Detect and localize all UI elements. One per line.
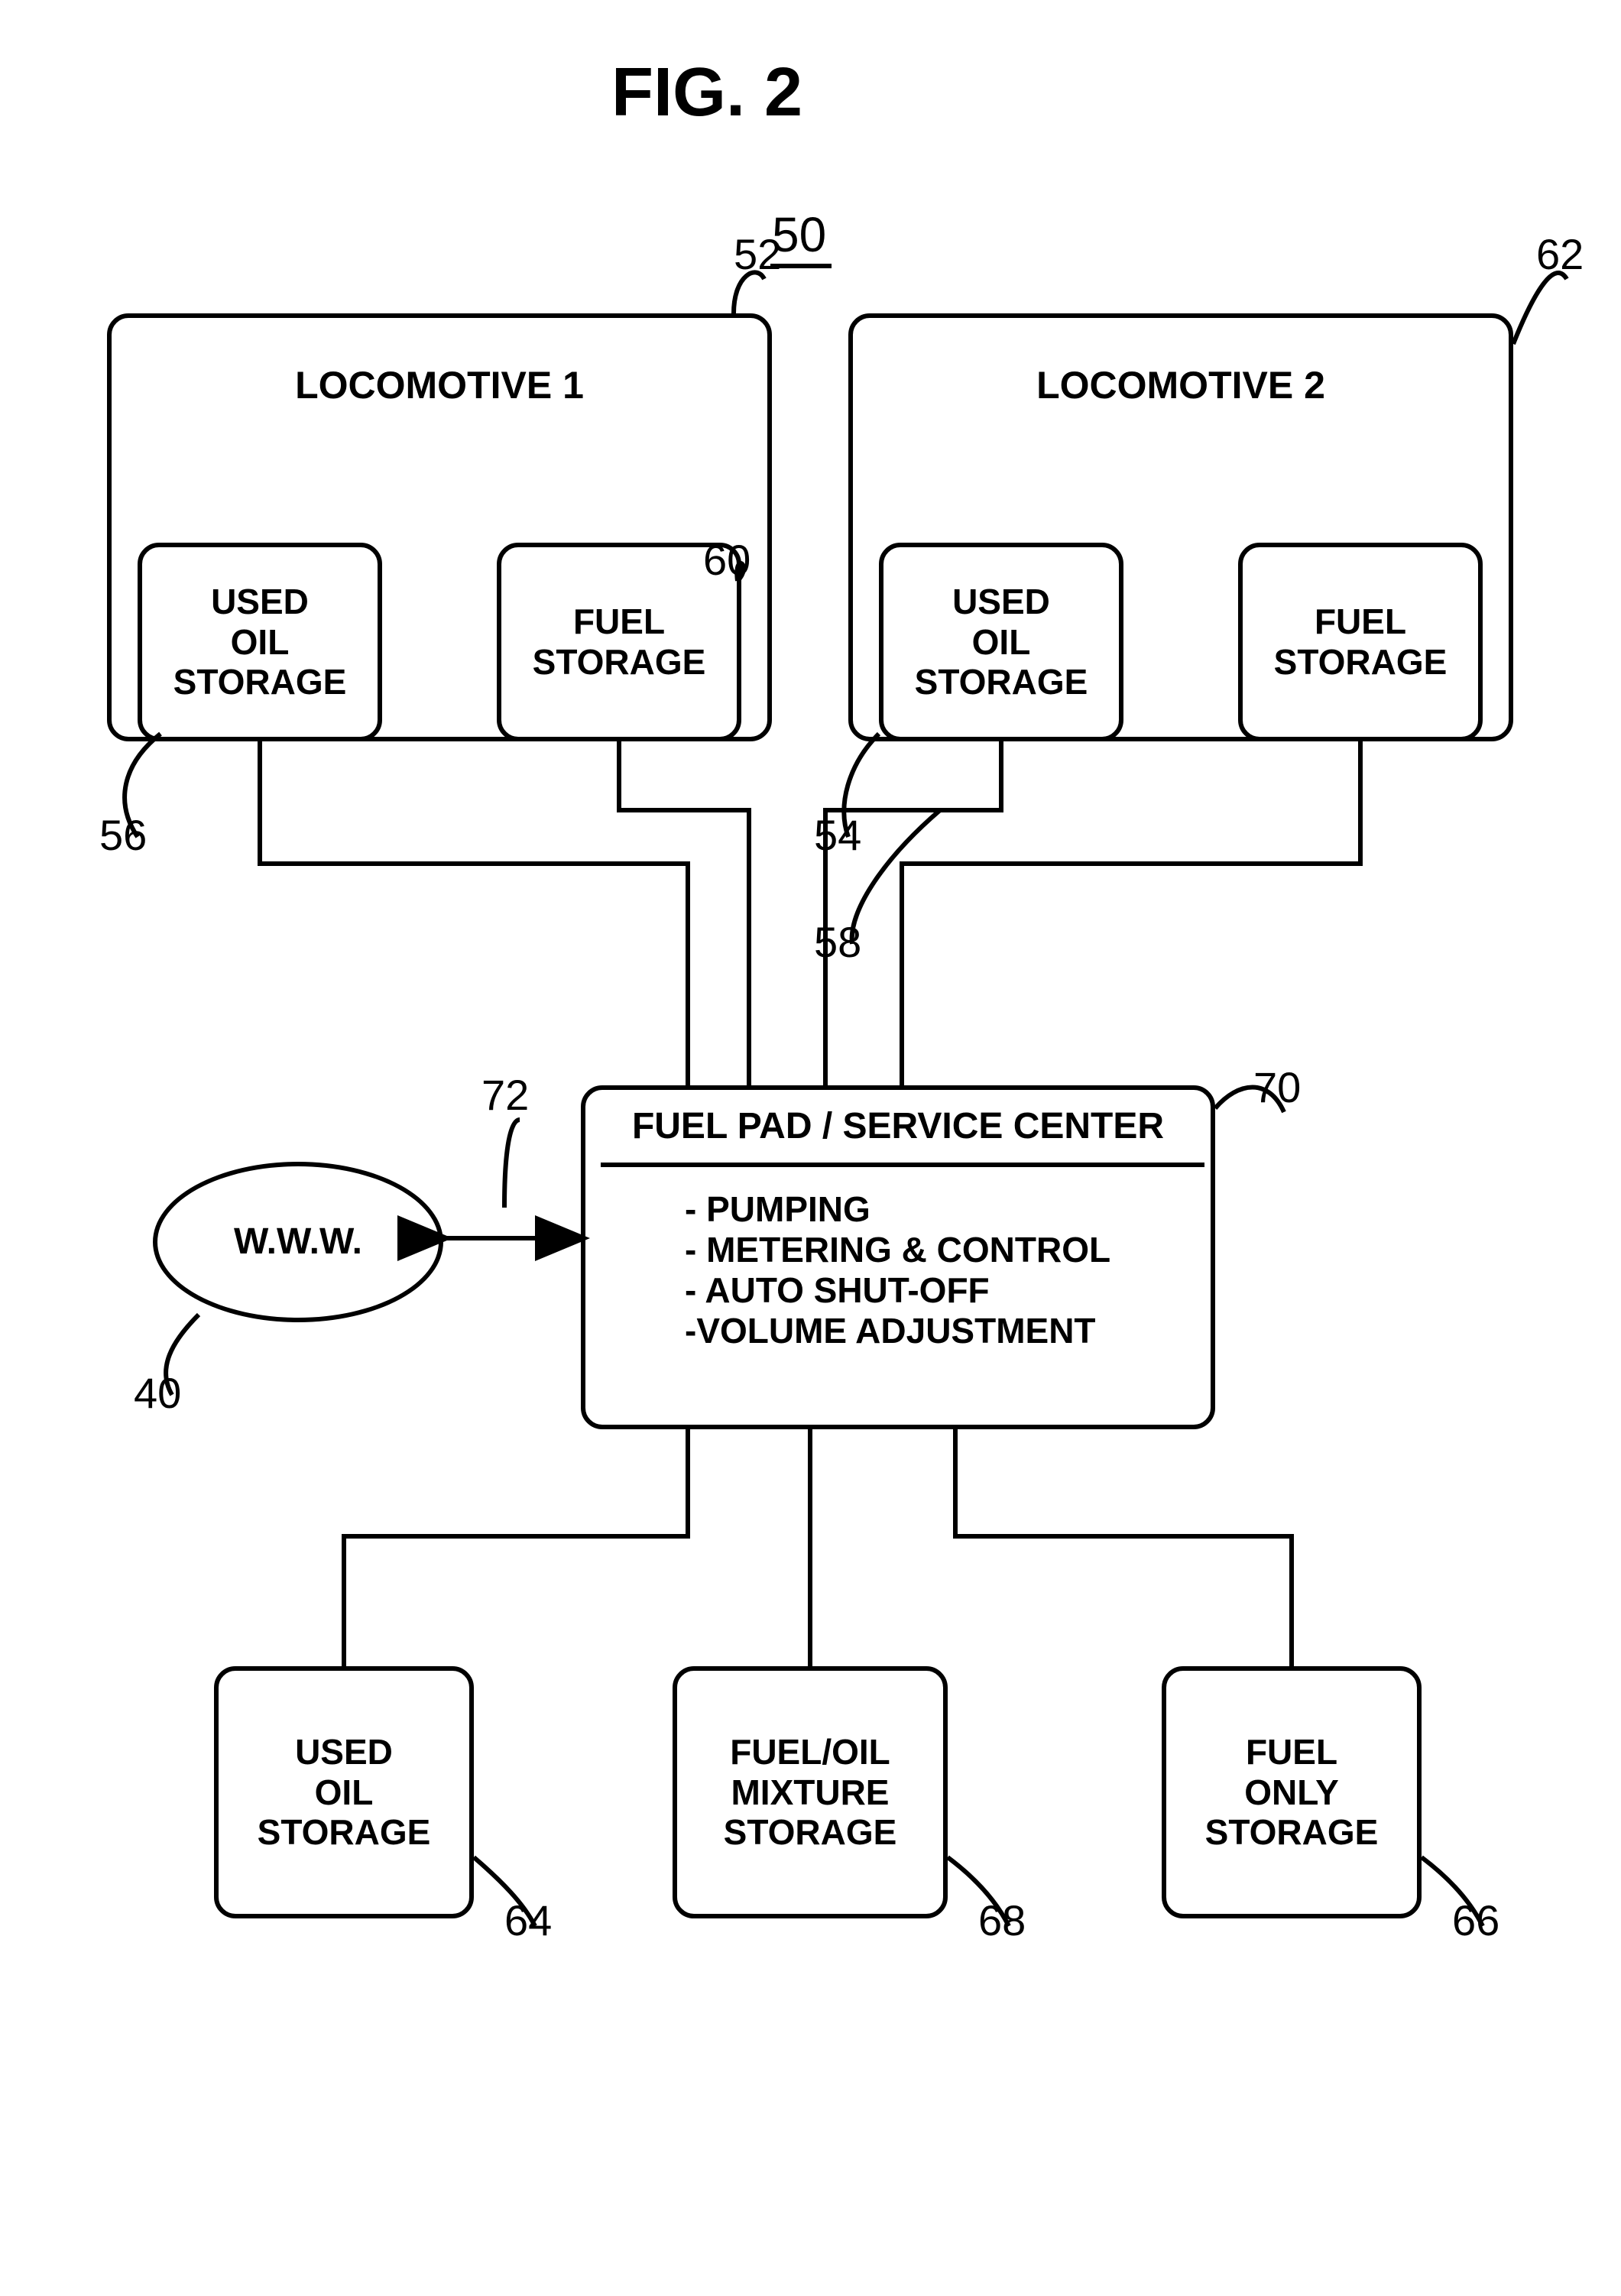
locomotive-2-label: LOCOMOTIVE 2 [1036,364,1325,408]
ref-60: 60 [703,535,751,585]
ref-54: 54 [814,810,861,860]
ref-62: 62 [1536,229,1584,279]
ref-40: 40 [134,1368,181,1418]
locomotive-1-label: LOCOMOTIVE 1 [295,364,584,408]
fueloil-mixture-label: FUEL/OIL MIXTURE STORAGE [724,1732,897,1853]
loco2-used-oil-box: USED OIL STORAGE [879,543,1123,741]
used-oil-storage-box: USED OIL STORAGE [214,1666,474,1918]
svc-item-1: - PUMPING [685,1189,1110,1230]
service-center-list: - PUMPING - METERING & CONTROL - AUTO SH… [685,1189,1110,1351]
loco2-fuel-storage-box: FUEL STORAGE [1238,543,1483,741]
svc-item-2: - METERING & CONTROL [685,1230,1110,1270]
svc-item-4: -VOLUME ADJUSTMENT [685,1311,1110,1351]
www-ellipse: W.W.W. [153,1162,443,1322]
ref-70: 70 [1253,1062,1301,1112]
ref-64: 64 [504,1895,552,1945]
fuel-only-box: FUEL ONLY STORAGE [1162,1666,1422,1918]
service-center-title: FUEL PAD / SERVICE CENTER [585,1105,1211,1147]
diagram-canvas: FIG. 2 50 LOCOMOTIVE 1 USED OIL STORAGE … [0,0,1621,2296]
svc-item-3: - AUTO SHUT-OFF [685,1270,1110,1311]
loco1-fuel-storage-label: FUEL STORAGE [533,602,706,683]
ref-72: 72 [481,1070,529,1120]
fueloil-mixture-box: FUEL/OIL MIXTURE STORAGE [673,1666,948,1918]
ref-68: 68 [978,1895,1026,1945]
ref-52: 52 [734,229,781,279]
fuel-only-label: FUEL ONLY STORAGE [1205,1732,1379,1853]
ref-66: 66 [1452,1895,1499,1945]
loco1-used-oil-box: USED OIL STORAGE [138,543,382,741]
loco2-fuel-storage-label: FUEL STORAGE [1274,602,1448,683]
service-center-box: FUEL PAD / SERVICE CENTER - PUMPING - ME… [581,1085,1215,1429]
service-center-title-underline [601,1163,1204,1167]
ref-58: 58 [814,917,861,967]
figure-title: FIG. 2 [611,54,802,132]
www-label: W.W.W. [234,1221,362,1263]
ref-56: 56 [99,810,147,860]
loco2-used-oil-label: USED OIL STORAGE [915,582,1088,703]
used-oil-storage-label: USED OIL STORAGE [258,1732,431,1853]
loco1-used-oil-label: USED OIL STORAGE [173,582,347,703]
